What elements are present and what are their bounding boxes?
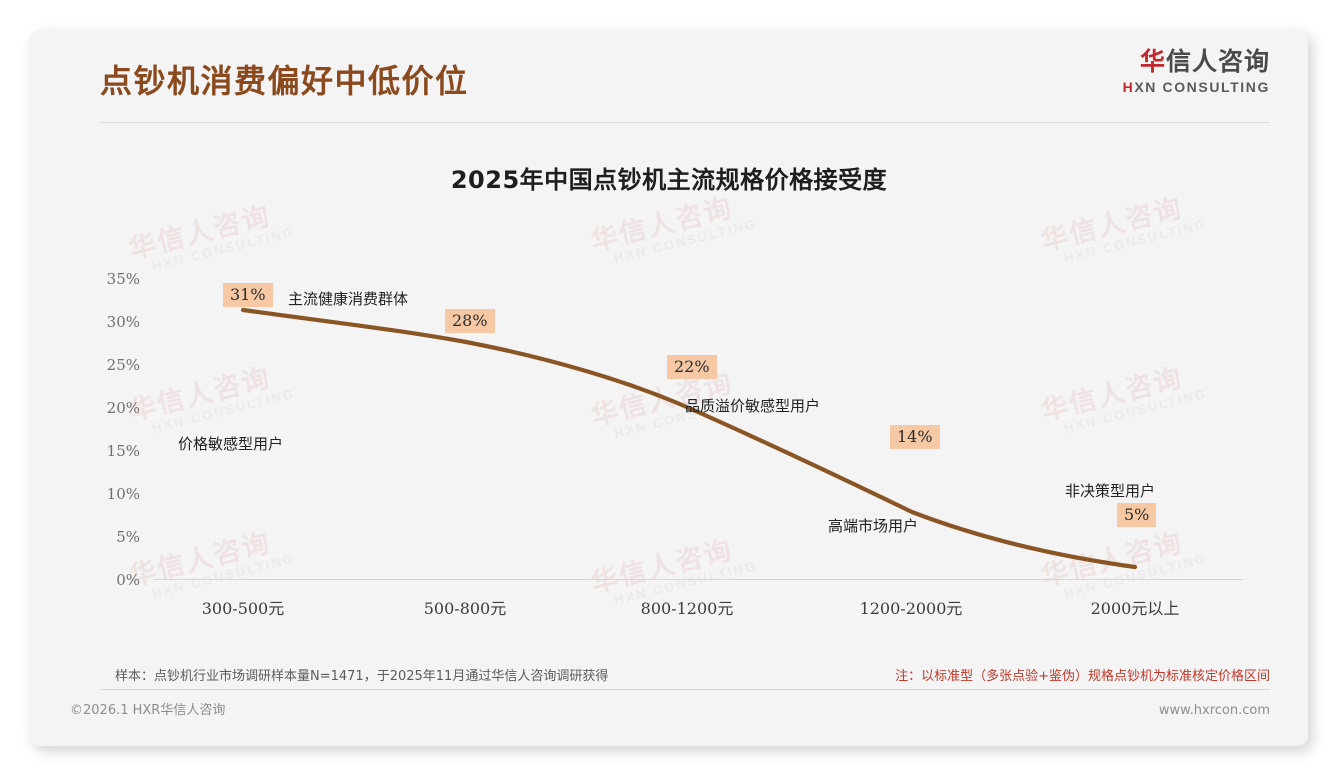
page-title: 点钞机消费偏好中低价位	[100, 62, 469, 100]
y-axis-tick: 20%	[106, 399, 140, 417]
copyright-text: ©2026.1 HXR华信人咨询	[70, 703, 226, 718]
slide-card: 华信人咨询 HXN CONSULTING 华信人咨询 HXN CONSULTIN…	[30, 30, 1308, 746]
logo-en-first: H	[1122, 78, 1135, 95]
line-chart: 35% 30% 25% 20% 15% 10% 5% 0% 31% 28% 22…	[30, 30, 1308, 746]
x-axis-tick: 800-1200元	[640, 599, 734, 618]
chart-annotation: 品质溢价敏感型用户	[685, 397, 821, 415]
data-label: 31%	[223, 283, 273, 307]
website-link[interactable]: www.hxrcon.com	[1158, 703, 1270, 718]
series-line	[240, 307, 1138, 570]
data-label: 5%	[1117, 503, 1157, 527]
header-divider	[100, 122, 1270, 123]
logo-cn-rest: 信人咨询	[1165, 47, 1270, 76]
y-axis-tick: 5%	[116, 528, 140, 546]
logo-english: HXN CONSULTING	[1123, 79, 1270, 95]
chart-annotation: 高端市场用户	[828, 517, 919, 535]
x-axis-line	[153, 579, 1243, 580]
series-line-path	[240, 307, 1138, 570]
footer-divider	[100, 689, 1270, 690]
x-axis-tick: 500-800元	[423, 599, 507, 618]
y-axis-tick: 15%	[106, 442, 140, 460]
y-axis-tick: 25%	[106, 356, 140, 374]
company-logo: 华信人咨询 HXN CONSULTING	[1123, 47, 1270, 95]
slide-header: 点钞机消费偏好中低价位 华信人咨询 HXN CONSULTING	[30, 30, 1308, 123]
chart-annotation: 非决策型用户	[1065, 482, 1156, 500]
y-axis-tick: 30%	[106, 313, 140, 331]
x-axis-tick: 2000元以上	[1090, 599, 1180, 618]
methodology-note: 注：以标准型（多张点验+鉴伪）规格点钞机为标准核定价格区间	[895, 669, 1270, 684]
sample-note: 样本：点钞机行业市场调研样本量N=1471，于2025年11月通过华信人咨询调研…	[115, 669, 609, 684]
x-axis-tick: 300-500元	[201, 599, 285, 618]
data-label: 28%	[445, 309, 495, 333]
y-axis-tick: 0%	[116, 571, 140, 589]
data-label: 22%	[667, 355, 717, 379]
logo-cn-first: 华	[1139, 47, 1166, 76]
data-label: 14%	[890, 425, 940, 449]
x-axis-tick: 1200-2000元	[859, 599, 963, 618]
y-axis-tick: 35%	[106, 270, 140, 288]
logo-en-rest: XN CONSULTING	[1134, 78, 1270, 95]
chart-annotation: 主流健康消费群体	[288, 290, 409, 308]
logo-chinese: 华信人咨询	[1123, 47, 1270, 77]
chart-annotation: 价格敏感型用户	[178, 435, 284, 453]
y-axis-tick: 10%	[106, 485, 140, 503]
chart-title: 2025年中国点钞机主流规格价格接受度	[450, 166, 888, 194]
